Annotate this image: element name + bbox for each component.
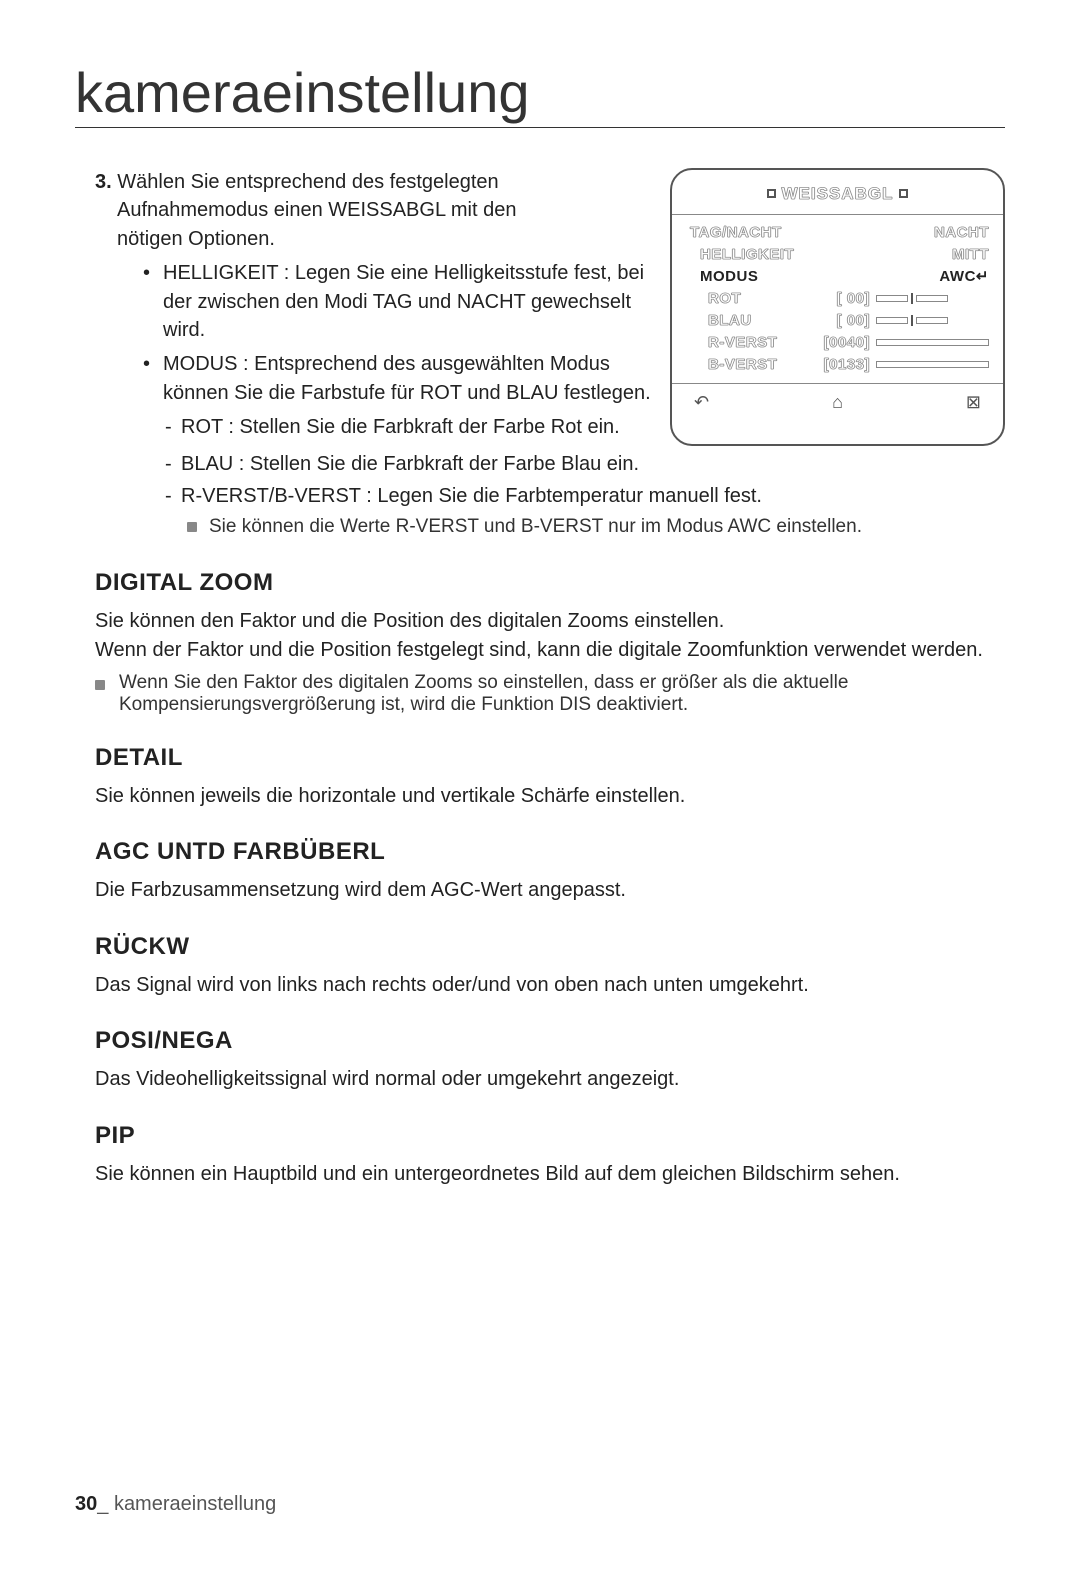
osd-modus-label: MODUS (686, 268, 796, 285)
osd-blau-label: BLAU (686, 312, 796, 329)
section-rueckw-title: RÜCKW (95, 933, 1005, 961)
section-pip-p1: Sie können ein Hauptbild und ein unterge… (95, 1160, 1005, 1188)
section-zoom-p2: Wenn der Faktor und die Position festgel… (95, 636, 1005, 664)
osd-rot-label: ROT (686, 290, 796, 307)
section-agc-p1: Die Farbzusammensetzung wird dem AGC-Wer… (95, 876, 1005, 904)
osd-rot-bar (876, 293, 989, 304)
section-pip-title: PIP (95, 1122, 1005, 1150)
osd-title: WEISSABGL (686, 184, 989, 204)
section-zoom-note: Wenn Sie den Faktor des digitalen Zooms … (95, 672, 1005, 716)
section-detail-p1: Sie können jeweils die horizontale und v… (95, 782, 1005, 810)
left-arrow-icon (767, 189, 776, 198)
osd-blau-value: [ 00] (796, 312, 876, 329)
osd-bverst-value: [0133] (796, 356, 876, 373)
bullet-helligkeit: HELLIGKEIT : Legen Sie eine Helligkeitss… (143, 259, 652, 344)
dash-blau: BLAU : Stellen Sie die Farbkraft der Far… (165, 450, 1005, 478)
step3-line3: nötigen Optionen. (117, 225, 275, 253)
osd-blau-bar (876, 315, 989, 326)
back-icon[interactable]: ↶ (694, 392, 709, 413)
osd-helligkeit-value: MITT (796, 246, 989, 263)
section-posinega-p1: Das Videohelligkeitssignal wird normal o… (95, 1065, 1005, 1093)
note-awc: Sie können die Werte R-VERST und B-VERST… (187, 514, 1005, 541)
right-arrow-icon (899, 189, 908, 198)
home-icon[interactable]: ⌂ (832, 392, 843, 413)
bullet-modus: MODUS : Entsprechend des ausgewählten Mo… (143, 350, 652, 407)
page-title: kameraeinstellung (75, 60, 1005, 128)
step3-line1: Wählen Sie entsprechend des festgelegten (117, 171, 498, 193)
section-agc-title: AGC UNTD FARBÜBERL (95, 838, 1005, 866)
osd-tagnacht-value: NACHT (796, 224, 989, 241)
osd-bverst-label: B-VERST (686, 356, 796, 373)
section-rueckw-p1: Das Signal wird von links nach rechts od… (95, 971, 1005, 999)
section-zoom-title: DIGITAL ZOOM (95, 569, 1005, 597)
step3-text: 3. Wählen Sie entsprechend des festgeleg… (95, 168, 652, 446)
page-footer: 30_ kameraeinstellung (75, 1493, 276, 1516)
section-posinega-title: POSI/NEGA (95, 1027, 1005, 1055)
osd-rot-value: [ 00] (796, 290, 876, 307)
section-detail-title: DETAIL (95, 744, 1005, 772)
osd-tagnacht-label: TAG/NACHT (686, 224, 796, 241)
osd-helligkeit-label: HELLIGKEIT (686, 246, 796, 263)
osd-rverst-value: [0040] (796, 334, 876, 351)
step3-line2: Aufnahmemodus einen WEISSABGL mit den (117, 196, 516, 224)
close-icon[interactable]: ⊠ (966, 392, 981, 413)
osd-modus-value: AWC↵ (796, 267, 989, 285)
osd-rverst-bar (876, 339, 989, 346)
osd-bverst-bar (876, 361, 989, 368)
osd-panel: WEISSABGL TAG/NACHT NACHT HELLIGKEIT MIT… (670, 168, 1005, 446)
step-number: 3. (95, 171, 112, 193)
section-zoom-p1: Sie können den Faktor und die Position d… (95, 607, 1005, 635)
dash-rot: ROT : Stellen Sie die Farbkraft der Farb… (165, 413, 652, 441)
osd-rverst-label: R-VERST (686, 334, 796, 351)
dash-rverst: R-VERST/B-VERST : Legen Sie die Farbtemp… (165, 482, 1005, 510)
